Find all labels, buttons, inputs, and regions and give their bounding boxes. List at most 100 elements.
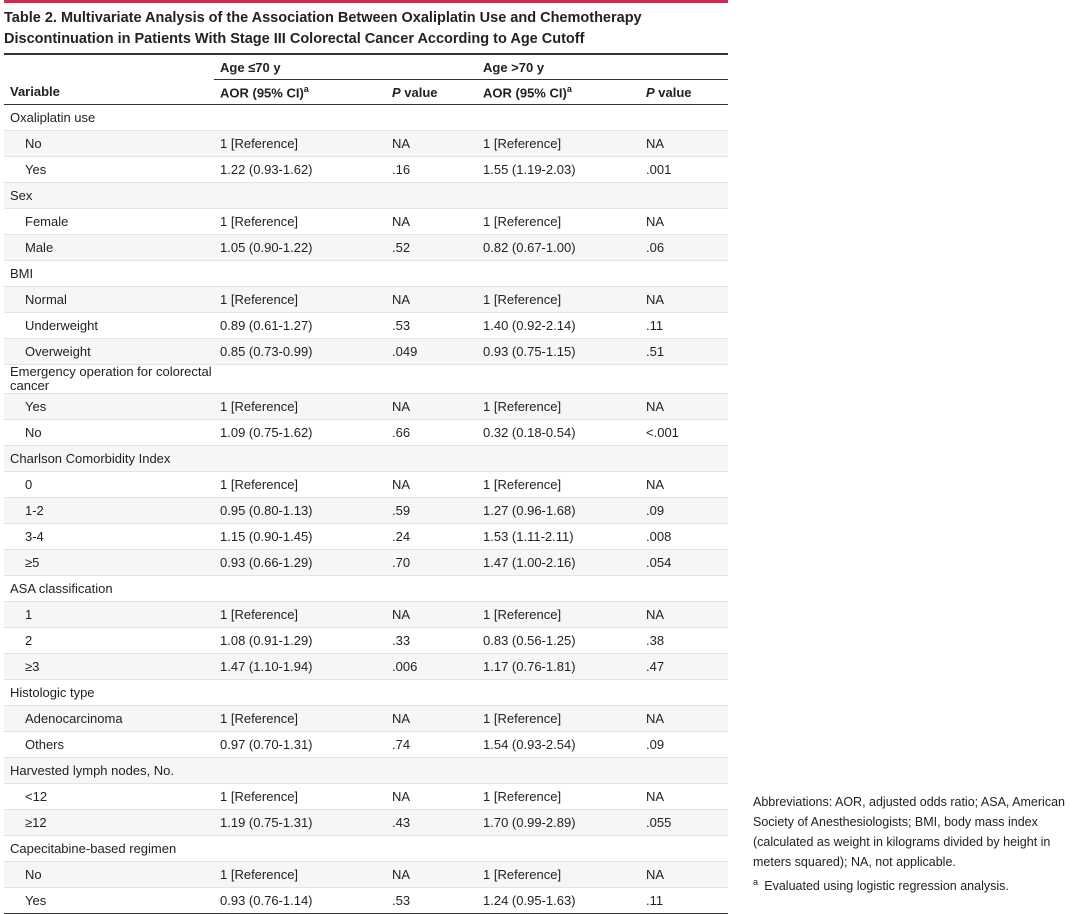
data-row: ≥12 1.19 (0.75-1.31) .43 1.70 (0.99-2.89) .0… bbox=[4, 809, 729, 836]
cell: <.001 bbox=[640, 419, 729, 446]
cell: 1.09 (0.75-1.62) bbox=[214, 419, 386, 446]
cell: 1.24 (0.95-1.63) bbox=[477, 887, 641, 914]
empty-cell bbox=[214, 835, 386, 862]
cell: NA bbox=[386, 471, 478, 498]
empty-cell bbox=[640, 104, 729, 131]
empty-cell bbox=[477, 260, 641, 287]
cell: NA bbox=[640, 783, 729, 810]
data-row: <12 1 [Reference] NA 1 [Reference] NA bbox=[4, 783, 729, 810]
cell: 1 [Reference] bbox=[214, 783, 386, 810]
data-row: Yes 1.22 (0.93-1.62) .16 1.55 (1.19-2.03) .0… bbox=[4, 156, 729, 183]
cell: .001 bbox=[640, 156, 729, 183]
cell: 1.54 (0.93-2.54) bbox=[477, 731, 641, 758]
data-row: ≥3 1.47 (1.10-1.94) .006 1.17 (0.76-1.81) .4… bbox=[4, 653, 729, 680]
footnote-mark: a bbox=[303, 83, 309, 94]
cell: 1 [Reference] bbox=[214, 601, 386, 628]
header-text: Variable bbox=[10, 84, 60, 100]
cell: 1 [Reference] bbox=[477, 861, 641, 888]
empty-cell bbox=[477, 575, 641, 602]
cell: 1.19 (0.75-1.31) bbox=[214, 809, 386, 836]
cell: .33 bbox=[386, 627, 478, 654]
header-row: Variable AOR (95% CI)a P value AOR (95% CI)… bbox=[4, 79, 729, 105]
group-label: Charlson Comorbidity Index bbox=[4, 445, 214, 472]
row-label: Male bbox=[4, 234, 214, 261]
row-label: 1 bbox=[4, 601, 214, 628]
empty-cell bbox=[640, 445, 729, 472]
cell: 1 [Reference] bbox=[214, 861, 386, 888]
cell: 0.89 (0.61-1.27) bbox=[214, 312, 386, 339]
cell: NA bbox=[640, 286, 729, 313]
group-row: Oxaliplatin use bbox=[4, 104, 729, 131]
cell: .11 bbox=[640, 887, 729, 914]
row-label: Yes bbox=[4, 393, 214, 420]
data-row: Adenocarcinoma 1 [Reference] NA 1 [Referenc… bbox=[4, 705, 729, 732]
header-italic: P bbox=[646, 84, 655, 100]
row-label: No bbox=[4, 861, 214, 888]
cell: NA bbox=[386, 601, 478, 628]
row-label: 2 bbox=[4, 627, 214, 654]
cell: 1.15 (0.90-1.45) bbox=[214, 523, 386, 550]
cell: .09 bbox=[640, 497, 729, 524]
empty-cell bbox=[477, 104, 641, 131]
empty-cell bbox=[386, 182, 478, 209]
cell: NA bbox=[386, 705, 478, 732]
data-row: 1-2 0.95 (0.80-1.13) .59 1.27 (0.96-1.68) .0… bbox=[4, 497, 729, 524]
data-row: Yes 0.93 (0.76-1.14) .53 1.24 (0.95-1.63) .1… bbox=[4, 887, 729, 914]
empty-cell bbox=[640, 182, 729, 209]
cell: 0.93 (0.76-1.14) bbox=[214, 887, 386, 914]
data-row: No 1 [Reference] NA 1 [Reference] NA bbox=[4, 130, 729, 157]
data-row: Overweight 0.85 (0.73-0.99) .049 0.93 (0.75… bbox=[4, 338, 729, 365]
cell: 0.95 (0.80-1.13) bbox=[214, 497, 386, 524]
cell: 1.05 (0.90-1.22) bbox=[214, 234, 386, 261]
empty-cell bbox=[477, 757, 641, 784]
row-label: Underweight bbox=[4, 312, 214, 339]
data-row: Others 0.97 (0.70-1.31) .74 1.54 (0.93-2.54… bbox=[4, 731, 729, 758]
cell: .66 bbox=[386, 419, 478, 446]
header-italic: P bbox=[392, 84, 401, 100]
group-label: Emergency operation for colorectal cance… bbox=[4, 364, 214, 394]
footnote-mark: a bbox=[566, 83, 572, 94]
empty-cell bbox=[214, 260, 386, 287]
cell: 1 [Reference] bbox=[214, 471, 386, 498]
cell: 1.08 (0.91-1.29) bbox=[214, 627, 386, 654]
data-row: Underweight 0.89 (0.61-1.27) .53 1.40 (0.92… bbox=[4, 312, 729, 339]
header-cell: AOR (95% CI)a bbox=[214, 79, 386, 105]
empty-cell bbox=[640, 260, 729, 287]
empty-cell bbox=[477, 835, 641, 862]
header-cell: AOR (95% CI)a bbox=[477, 79, 641, 105]
header-row: Age ≤70 y Age >70 y bbox=[4, 54, 729, 80]
cell: 1.27 (0.96-1.68) bbox=[477, 497, 641, 524]
cell: .51 bbox=[640, 338, 729, 365]
group-row: Capecitabine-based regimen bbox=[4, 835, 729, 862]
group-label: Sex bbox=[4, 182, 214, 209]
empty-cell bbox=[386, 445, 478, 472]
notes: a Evaluated using logistic regression an… bbox=[753, 872, 1075, 896]
empty-cell bbox=[477, 364, 641, 394]
table-title: Table 2. Multivariate Analysis of the As… bbox=[4, 0, 728, 50]
cell: 1.47 (1.00-2.16) bbox=[477, 549, 641, 576]
empty-cell bbox=[386, 364, 478, 394]
table-body: Oxaliplatin use No 1 [Reference] NA 1 [Refer… bbox=[4, 104, 729, 914]
empty-cell bbox=[640, 679, 729, 706]
empty-cell bbox=[214, 679, 386, 706]
empty-cell bbox=[477, 182, 641, 209]
cell: 1 [Reference] bbox=[214, 286, 386, 313]
abbreviations: Abbreviations: AOR, adjusted odds ratio;… bbox=[753, 795, 1065, 869]
cell: 1 [Reference] bbox=[477, 130, 641, 157]
row-label: ≥5 bbox=[4, 549, 214, 576]
group-row: Emergency operation for colorectal cance… bbox=[4, 364, 729, 394]
cell: 1 [Reference] bbox=[214, 130, 386, 157]
row-label: No bbox=[4, 130, 214, 157]
empty-cell bbox=[214, 182, 386, 209]
cell: .16 bbox=[386, 156, 478, 183]
row-label: 0 bbox=[4, 471, 214, 498]
cell: NA bbox=[640, 130, 729, 157]
cell: 1 [Reference] bbox=[477, 471, 641, 498]
group-row: ASA classification bbox=[4, 575, 729, 602]
cell: 0.82 (0.67-1.00) bbox=[477, 234, 641, 261]
row-label: Yes bbox=[4, 887, 214, 914]
group-row: Harvested lymph nodes, No. bbox=[4, 757, 729, 784]
cell: 1 [Reference] bbox=[477, 783, 641, 810]
row-label: 3-4 bbox=[4, 523, 214, 550]
data-row: No 1 [Reference] NA 1 [Reference] NA bbox=[4, 861, 729, 888]
